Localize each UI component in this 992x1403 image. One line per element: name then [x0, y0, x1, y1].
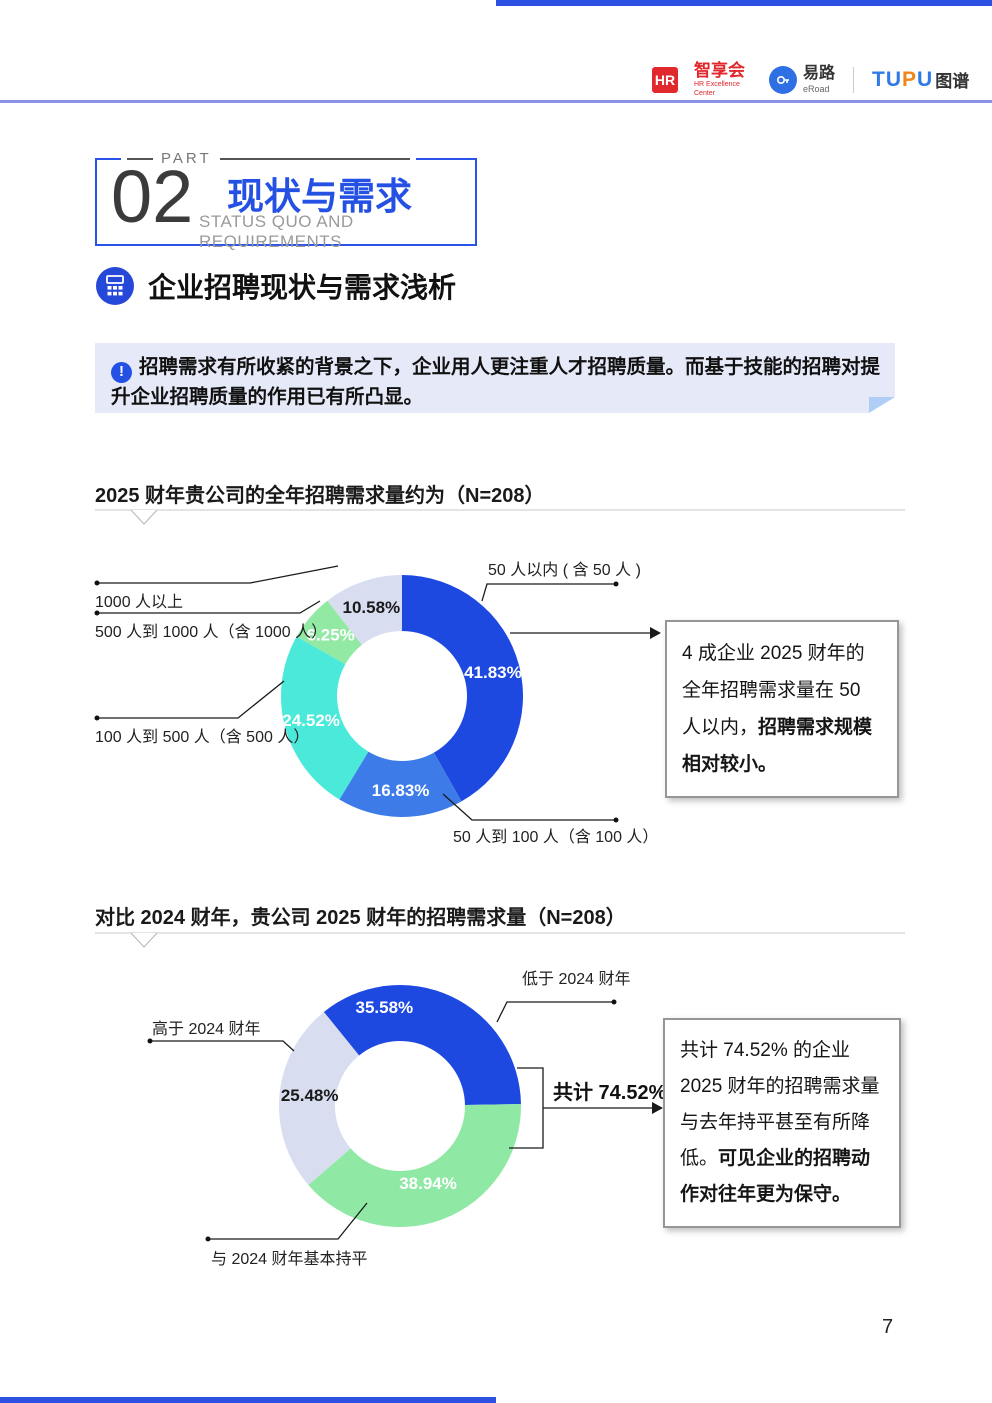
donut-segment [323, 985, 521, 1105]
chart1-label-under50: 50 人以内 ( 含 50 人 ) [488, 562, 641, 579]
donut-segment [296, 600, 362, 665]
leader-dot [613, 581, 619, 587]
part-kicker: PART [121, 150, 416, 167]
chart1-title-notch [130, 509, 158, 525]
leader-dot [613, 817, 619, 823]
chart1-label-50to100: 50 人到 100 人（含 100 人） [453, 829, 659, 846]
logo-divider [853, 66, 855, 93]
callout-text-bold: 可见企业的招聘动作对往年更为保守。 [680, 1148, 871, 1205]
exclamation-circle-icon: ! [111, 361, 132, 383]
leader-dot [94, 580, 100, 586]
key-icon [769, 65, 797, 94]
donut-percentage-label: 35.58% [356, 998, 414, 1017]
calculator-icon [96, 267, 134, 305]
leader-line [97, 680, 285, 719]
donut-percentage-label: 25.48% [281, 1086, 339, 1105]
tupu-logo-cjk: 图谱 [935, 72, 970, 91]
eroad-logo: 易路 eRoad [769, 64, 836, 94]
bottom-edge-accent-bar [0, 1397, 496, 1403]
callout-arrowhead [650, 627, 661, 639]
hr-logo-name: 智享会 [694, 61, 745, 80]
section-heading: 企业招聘现状与需求浅析 [95, 266, 456, 306]
tupu-logo-latin: TUPU [872, 67, 934, 91]
leader-dot [94, 715, 100, 721]
header-divider-line [0, 100, 992, 103]
donut-percentage-label: 10.58% [342, 598, 400, 617]
note-box: ! 招聘需求有所收紧的背景之下，企业用人更注重人才招聘质量。而基于技能的招聘对提升… [95, 343, 895, 413]
chart1-label-100to500: 100 人到 500 人（含 500 人） [95, 729, 310, 746]
donut-percentage-label: 16.83% [372, 781, 430, 800]
part-subtitle: STATUS QUO AND REQUIREMENTS [199, 212, 354, 251]
hr-logo-icon: HR [650, 64, 680, 95]
chart1-label-500to1000: 500 人到 1000 人（含 1000 人） [95, 624, 328, 641]
folded-corner-decoration [869, 397, 895, 413]
leader-dot [147, 1038, 153, 1044]
chart2-bracket-total-label: 共计 74.52% [553, 1082, 667, 1104]
part-title: 现状与需求 [227, 176, 412, 217]
page-number: 7 [882, 1316, 894, 1338]
chart2-callout-box: 共计 74.52% 的企业 2025 财年的招聘需求量与去年持平甚至有所降低。可… [663, 1018, 901, 1228]
callout-text: 4 成企业 2025 财年的全年招聘需求量在 50 人以内， [682, 643, 865, 738]
chart1-callout-box: 4 成企业 2025 财年的全年招聘需求量在 50 人以内，招聘需求规模相对较小… [665, 620, 899, 798]
donut-segment [279, 1011, 360, 1185]
callout-text-bold: 招聘需求规模相对较小。 [682, 717, 873, 775]
donut-segment [327, 575, 402, 645]
donut-percentage-label: 6.25% [307, 626, 355, 645]
donut-chart-yoy-comparison: 35.58% 38.94% 25.48% [279, 985, 521, 1227]
donut-segment [339, 751, 462, 817]
hr-logo: 智享会 HR Excellence Center [694, 62, 745, 97]
top-edge-accent-bar [496, 0, 992, 6]
donut-chart-recruitment-volume: 41.83% 16.83% 24.52% 6.25% 10.58% [281, 575, 523, 817]
eroad-logo-name: 易路 [803, 64, 836, 82]
donut-segment [402, 575, 523, 802]
kicker-line-right [219, 157, 410, 160]
chart2-label-flat: 与 2024 财年基本持平 [211, 1251, 368, 1268]
chart2-label-higher: 高于 2024 财年 [152, 1021, 261, 1038]
tupu-logo: TUPU 图谱 [872, 67, 969, 92]
kicker-line-left [127, 157, 153, 160]
donut-segment [308, 1104, 521, 1227]
section-title: 企业招聘现状与需求浅析 [148, 272, 457, 303]
callout-text: 共计 74.52% 的企业 2025 财年的招聘需求量与去年持平甚至有所降低。 [680, 1040, 880, 1169]
part-number: 02 [111, 155, 194, 238]
donut-segment [281, 636, 369, 800]
chart2-title-notch [130, 932, 158, 948]
eroad-logo-subtitle: eRoad [803, 83, 830, 94]
chart2-title: 对比 2024 财年，贵公司 2025 财年的招聘需求量（N=208） [95, 907, 626, 929]
part-banner: PART 02 现状与需求 STATUS QUO AND REQUIREMENT… [95, 150, 477, 251]
donut-percentage-label: 41.83% [464, 663, 522, 682]
hr-logo-subtitle: HR Excellence [694, 81, 740, 88]
chart1-label-over1000: 1000 人以上 [95, 594, 184, 611]
chart1-title: 2025 财年贵公司的全年招聘需求量约为（N=208） [95, 485, 545, 507]
part-kicker-label: PART [161, 150, 212, 167]
note-text: ! 招聘需求有所收紧的背景之下，企业用人更注重人才招聘质量。而基于技能的招聘对提升… [111, 356, 881, 408]
header-logos: HR 智享会 HR Excellence Center 易路 eRoad TUP… [650, 62, 969, 97]
leader-dot [205, 1236, 211, 1242]
donut-percentage-label: 38.94% [399, 1174, 457, 1193]
donut-percentage-label: 24.52% [282, 711, 340, 730]
leader-dot [611, 999, 617, 1005]
chart2-label-lower: 低于 2024 财年 [522, 971, 631, 988]
hr-logo-subtitle2: Center [694, 90, 716, 97]
